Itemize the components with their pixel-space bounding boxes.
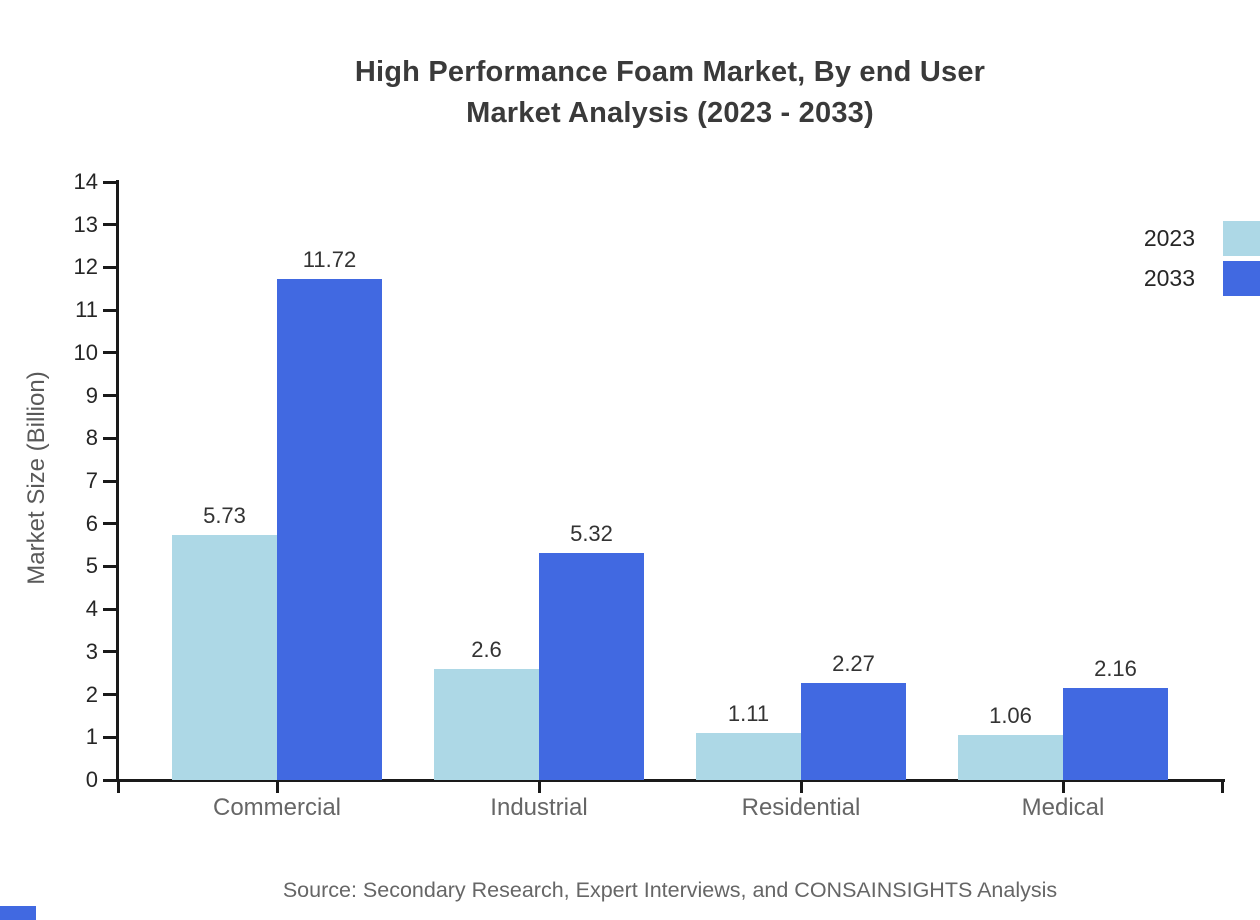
brand-corner-mark xyxy=(0,906,36,920)
y-tick xyxy=(103,308,118,312)
bar-2023-residential xyxy=(696,732,801,780)
category-label-commercial: Commercial xyxy=(212,794,341,821)
x-axis-line xyxy=(116,779,1225,782)
y-tick xyxy=(103,522,118,526)
y-tick xyxy=(103,778,118,782)
source-note: Source: Secondary Research, Expert Inter… xyxy=(282,878,1058,902)
bar-value-label-2023-residential: 1.11 xyxy=(727,700,770,726)
y-tick-label: 1 xyxy=(85,724,98,750)
y-tick-label: 10 xyxy=(73,339,98,365)
y-tick-label: 8 xyxy=(85,425,98,451)
y-tick-label: 4 xyxy=(85,596,98,622)
y-tick xyxy=(103,735,118,739)
bar-value-label-2033-commercial: 11.72 xyxy=(302,247,357,273)
y-tick xyxy=(103,436,118,440)
chart-title: High Performance Foam Market, By end Use… xyxy=(118,52,1222,134)
y-tick xyxy=(103,180,118,184)
bar-2033-residential xyxy=(801,683,906,780)
bar-value-label-2023-medical: 1.06 xyxy=(989,702,1032,728)
bar-2033-industrial xyxy=(539,552,644,780)
x-tick-medical xyxy=(1061,780,1065,793)
x-tick-residential xyxy=(799,780,803,793)
y-tick-label: 13 xyxy=(73,211,98,237)
y-tick-label: 9 xyxy=(85,382,98,408)
y-tick xyxy=(103,265,118,269)
y-tick-label: 2 xyxy=(85,681,98,707)
y-tick xyxy=(103,479,118,483)
x-axis-end-tick xyxy=(1220,780,1224,793)
bar-value-label-2023-industrial: 2.6 xyxy=(471,636,502,662)
category-label-residential: Residential xyxy=(741,794,861,821)
y-tick xyxy=(103,223,118,227)
chart-title-line2: Market Analysis (2023 - 2033) xyxy=(466,97,874,129)
legend-swatch-2023 xyxy=(1223,221,1260,256)
y-tick-label: 7 xyxy=(85,468,98,493)
y-tick xyxy=(103,394,118,398)
y-tick-label: 3 xyxy=(85,638,98,664)
bar-2023-commercial xyxy=(172,535,277,780)
y-tick xyxy=(103,564,118,568)
bar-value-label-2033-medical: 2.16 xyxy=(1094,655,1137,681)
y-tick xyxy=(103,607,118,611)
y-tick-label: 0 xyxy=(85,767,98,792)
x-tick-industrial xyxy=(537,780,541,793)
y-tick-label: 14 xyxy=(73,169,98,194)
legend-label-2033: 2033 xyxy=(1143,265,1195,291)
y-tick-label: 5 xyxy=(85,553,98,579)
legend-label-2023: 2023 xyxy=(1143,225,1195,251)
bar-2023-medical xyxy=(958,734,1063,780)
y-tick xyxy=(103,351,118,355)
legend-swatch-2033 xyxy=(1223,261,1260,296)
category-label-medical: Medical xyxy=(1021,794,1105,821)
y-tick-label: 12 xyxy=(73,254,98,280)
bar-value-label-2023-commercial: 5.73 xyxy=(203,503,246,529)
y-tick-label: 11 xyxy=(75,297,98,323)
bar-2033-commercial xyxy=(277,279,382,780)
x-axis-end-tick xyxy=(116,780,120,793)
y-tick-label: 6 xyxy=(85,510,98,536)
y-tick xyxy=(103,693,118,697)
bar-2033-medical xyxy=(1063,687,1168,780)
x-tick-commercial xyxy=(275,780,279,793)
bar-value-label-2033-industrial: 5.32 xyxy=(570,520,613,546)
chart-title-line1: High Performance Foam Market, By end Use… xyxy=(354,56,986,88)
category-label-industrial: Industrial xyxy=(490,794,588,821)
bar-2023-industrial xyxy=(434,668,539,780)
y-tick xyxy=(103,650,118,654)
bar-value-label-2033-residential: 2.27 xyxy=(832,651,875,677)
